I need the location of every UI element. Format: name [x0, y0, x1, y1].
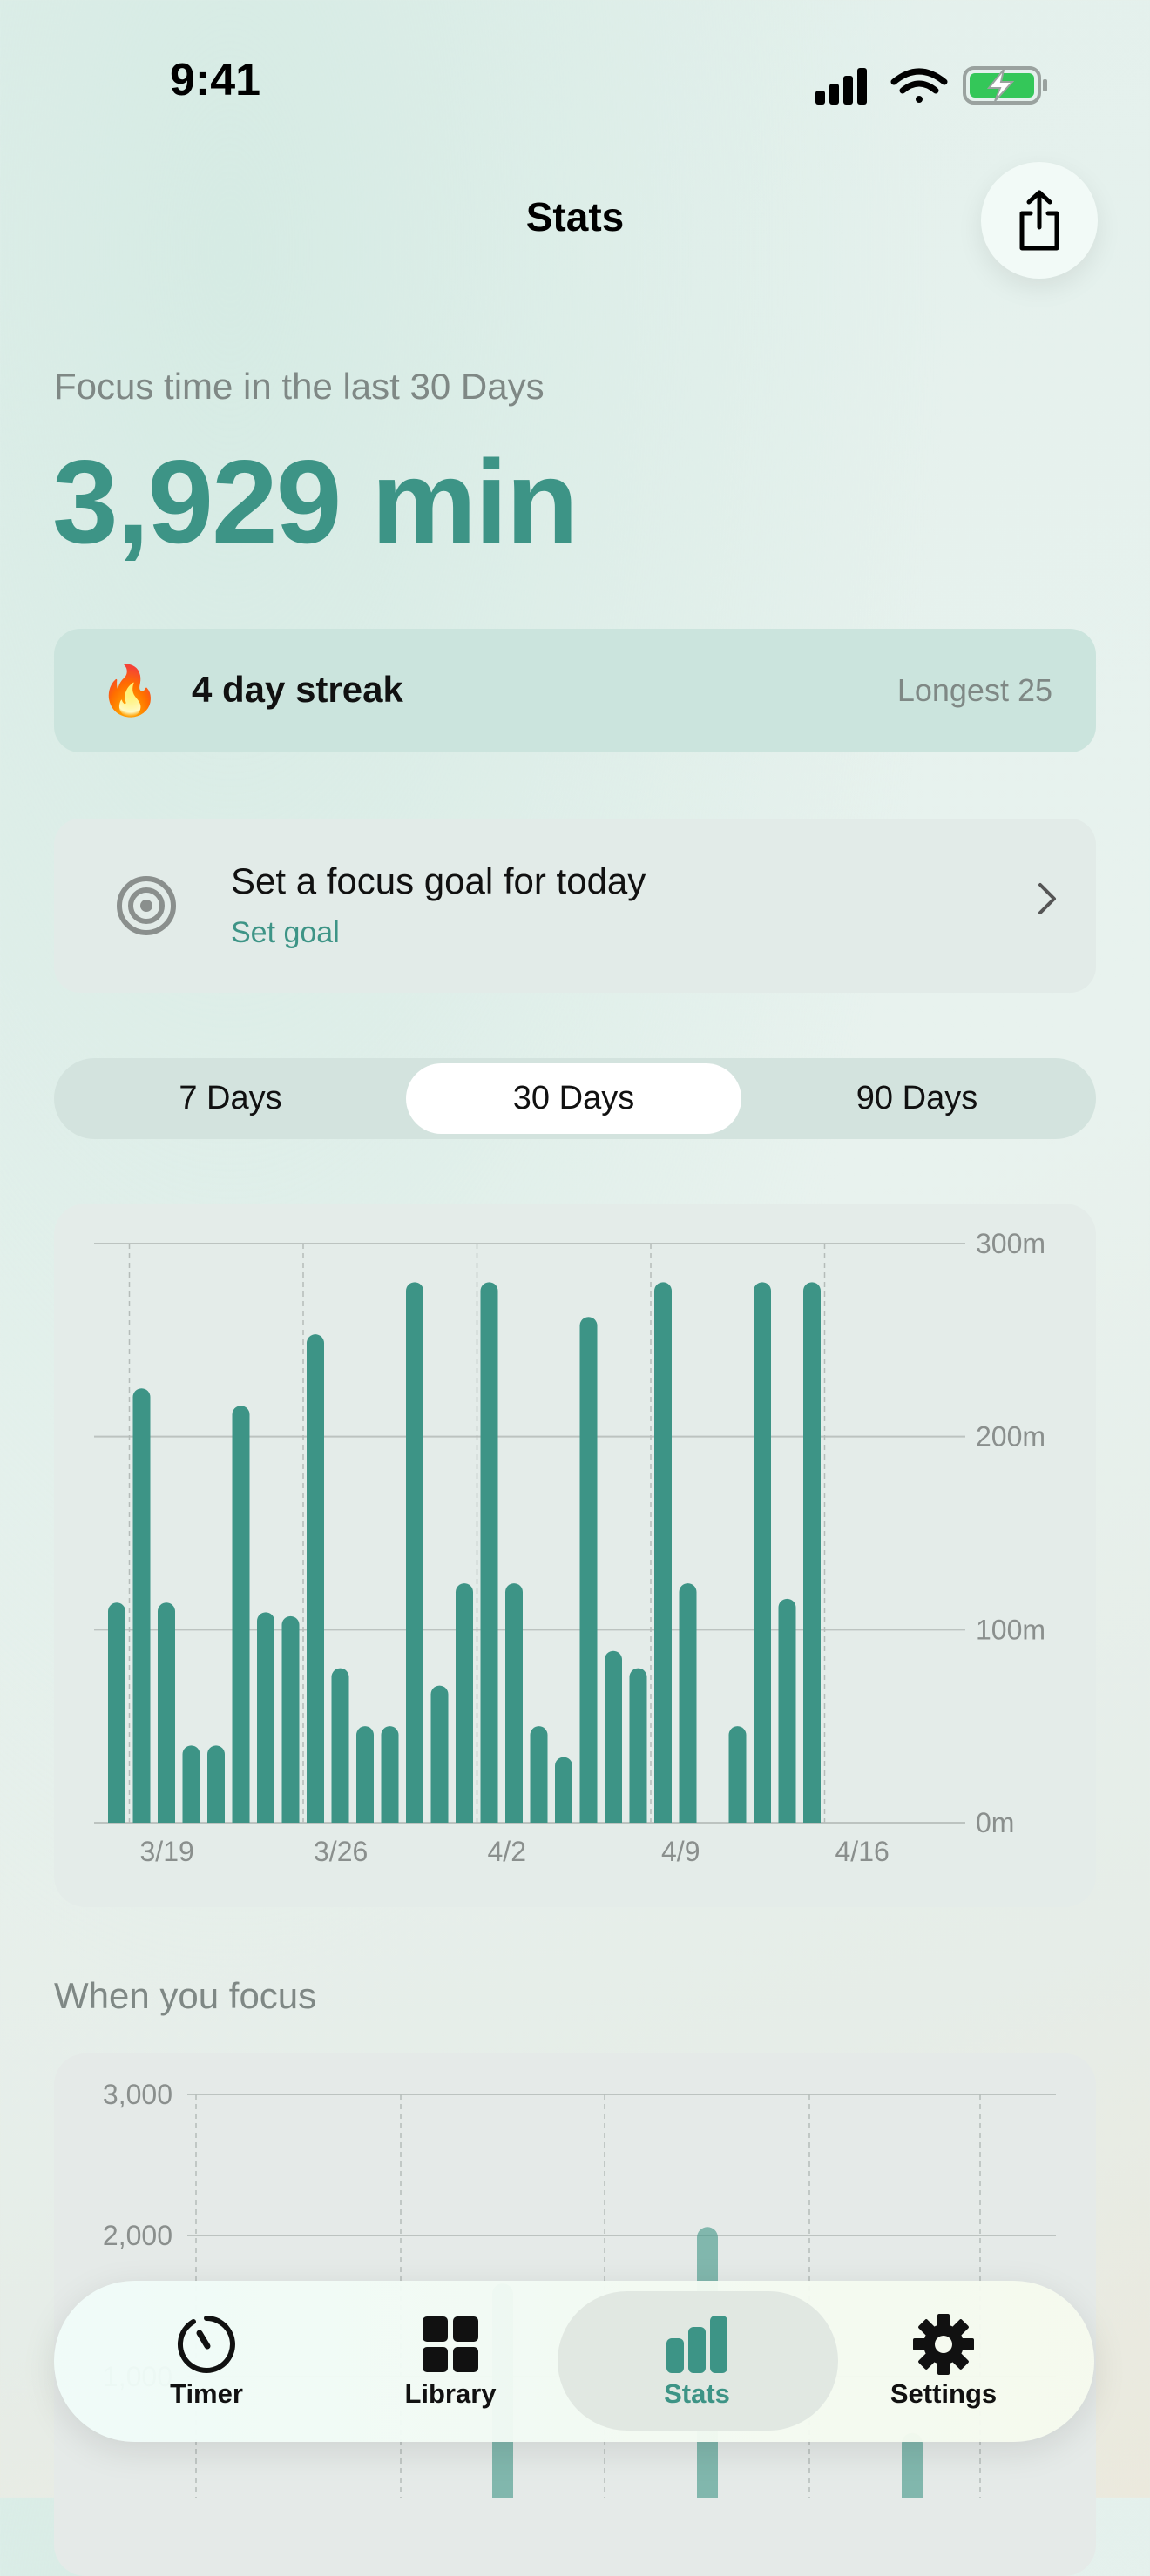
bar-4/12	[728, 1726, 747, 1823]
goal-card[interactable]: Set a focus goal for today Set goal	[54, 819, 1096, 993]
page-title: Stats	[525, 194, 625, 239]
bar-3/31	[430, 1685, 449, 1823]
tab-stats-label: Stats	[664, 2378, 730, 2409]
grid-icon	[423, 2316, 478, 2372]
bar-4/2	[480, 1282, 498, 1823]
tab-bar: Timer Library Stats Settings	[54, 2281, 1094, 2442]
y-tick-label: 2,000	[103, 2220, 172, 2251]
status-icons	[815, 66, 1047, 105]
bar-4/1	[456, 1583, 473, 1823]
bar-chart-icon	[666, 2316, 727, 2373]
cellular-signal-icon	[815, 68, 867, 105]
bar-3/20	[158, 1602, 175, 1823]
y-tick-label: 100m	[976, 1614, 1045, 1645]
bar-4/9	[654, 1282, 672, 1823]
bar-3/30	[406, 1282, 423, 1823]
wifi-icon	[890, 68, 948, 103]
bar-3/19	[132, 1388, 151, 1823]
bar-4/8	[629, 1668, 647, 1823]
x-tick-label: 3/26	[314, 1836, 368, 1867]
chevron-right-icon	[1038, 883, 1056, 914]
bar-3/23	[232, 1406, 250, 1823]
bar-4/6	[579, 1317, 598, 1823]
bar-3/24	[257, 1612, 274, 1823]
focus-time-label: Focus time in the last 30 Days	[54, 366, 545, 407]
goal-title: Set a focus goal for today	[231, 860, 646, 901]
bar-3/29	[381, 1726, 399, 1823]
bar-3/28	[356, 1726, 374, 1823]
bar-4/14	[778, 1598, 796, 1823]
hour-bar	[902, 2432, 923, 2498]
bar-4/15	[803, 1282, 821, 1823]
bar-4/4	[530, 1726, 548, 1823]
x-tick-label: 4/16	[835, 1836, 890, 1867]
tab-settings[interactable]: Settings	[830, 2281, 1057, 2442]
daily-focus-chart-card	[54, 1204, 1096, 1907]
y-tick-label: 3,000	[103, 2079, 172, 2110]
bar-4/10	[679, 1583, 697, 1823]
bar-4/7	[605, 1650, 622, 1823]
longest-streak: Longest 25	[896, 672, 1052, 708]
tab-timer[interactable]: Timer	[93, 2281, 320, 2442]
y-tick-label: 0m	[976, 1807, 1014, 1838]
tab-30-days[interactable]: 30 Days	[406, 1063, 741, 1134]
streak-text: 4 day streak	[192, 669, 403, 710]
status-time: 9:41	[170, 55, 261, 105]
bar-3/25	[281, 1615, 300, 1823]
x-tick-label: 4/2	[488, 1836, 526, 1867]
x-tick-label: 4/9	[661, 1836, 700, 1867]
timer-icon	[177, 2316, 235, 2373]
tab-library[interactable]: Library	[337, 2281, 564, 2442]
range-segmented-control: 7 Days 30 Days 90 Days	[54, 1058, 1096, 1139]
gear-icon	[913, 2314, 974, 2375]
tab-settings-label: Settings	[890, 2378, 998, 2409]
bar-4/5	[555, 1757, 572, 1823]
bar-3/27	[331, 1668, 349, 1823]
tab-90-days[interactable]: 90 Days	[856, 1080, 978, 1116]
target-icon	[117, 876, 176, 935]
y-tick-label: 300m	[976, 1228, 1045, 1259]
share-icon	[1019, 190, 1059, 251]
x-tick-label: 3/19	[140, 1836, 194, 1867]
tab-library-label: Library	[404, 2378, 497, 2409]
daily-focus-chart: 0m 100m 200m 300m 3/19 3/26 4/2 4/9 4/16	[94, 1228, 1045, 1867]
y-tick-label: 200m	[976, 1421, 1045, 1453]
set-goal-link[interactable]: Set goal	[231, 916, 340, 949]
bar-4/3	[505, 1583, 523, 1823]
bar-4/13	[754, 1282, 771, 1823]
bar-3/22	[207, 1745, 225, 1823]
streak-card: 🔥 4 day streak Longest 25	[54, 629, 1096, 752]
tab-7-days[interactable]: 7 Days	[179, 1080, 282, 1116]
battery-charging-icon	[963, 66, 1047, 105]
tab-timer-label: Timer	[170, 2378, 243, 2409]
when-you-focus-heading: When you focus	[54, 1975, 317, 2016]
fire-icon: 🔥	[99, 663, 160, 718]
bar-3/26	[307, 1334, 324, 1823]
tab-stats[interactable]: Stats	[584, 2281, 810, 2442]
focus-time-value: 3,929 min	[52, 435, 578, 568]
bar-3/21	[182, 1745, 200, 1823]
share-button[interactable]	[981, 162, 1098, 279]
bar-3/18	[108, 1602, 125, 1823]
